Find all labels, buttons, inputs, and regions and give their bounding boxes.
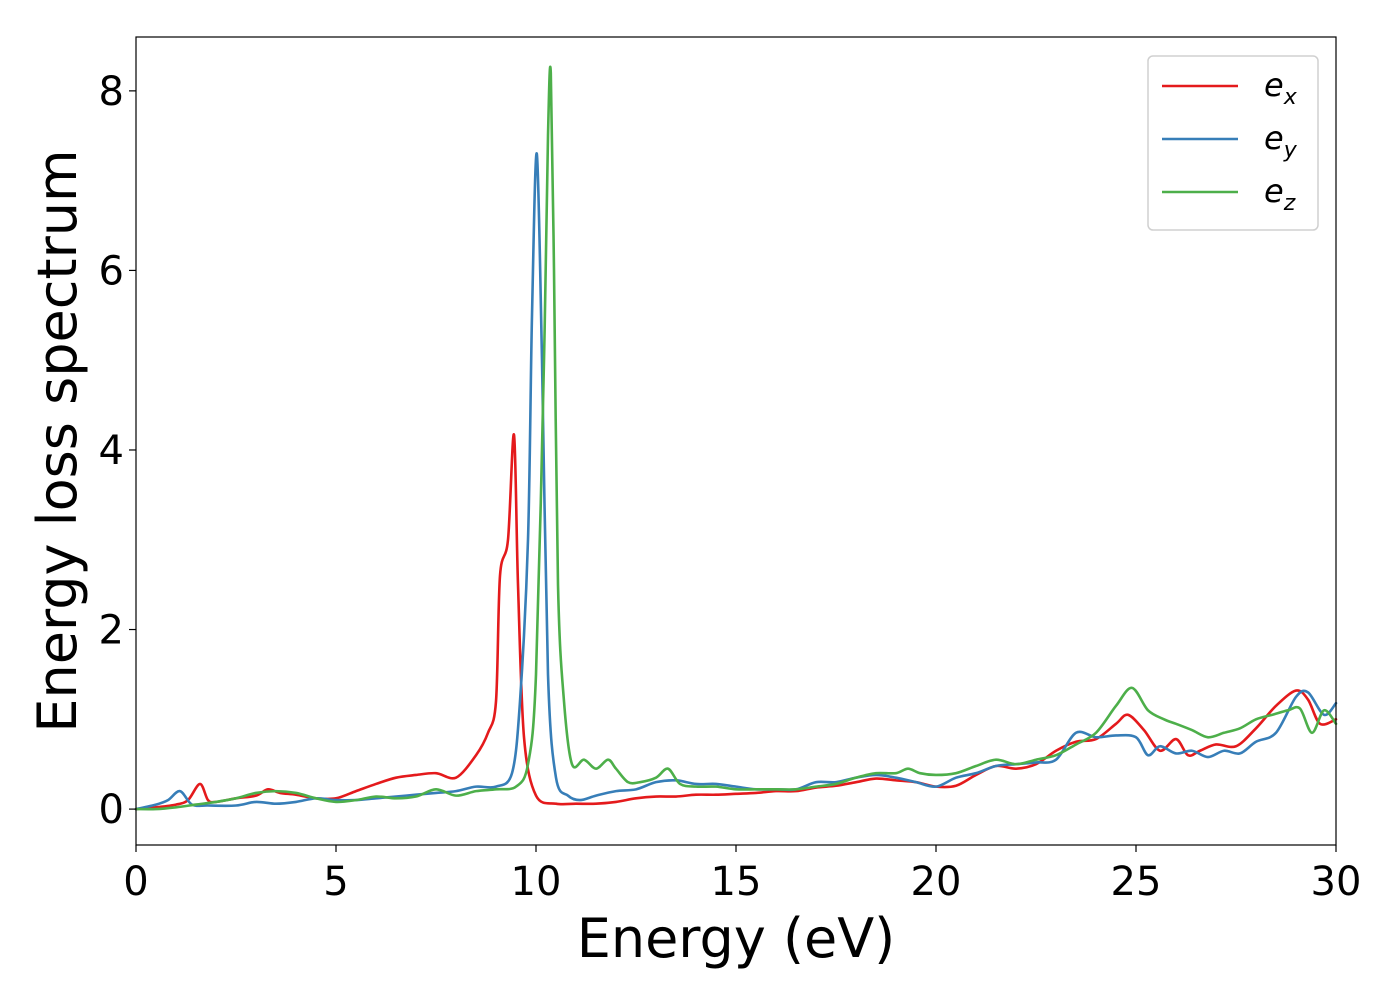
series-line-x [134,433,1338,811]
x-tick-label: 25 [1111,859,1162,905]
x-tick-label: 0 [123,859,148,905]
y-axis-title: Energy loss spectrum [26,149,89,732]
y-tick-label: 0 [99,787,124,833]
legend: ex ey ez [1147,55,1319,231]
legend-label-y: ey [1264,119,1298,163]
legend-label-z: ez [1264,172,1296,216]
legend-items: ex ey ez [1162,66,1298,216]
y-tick-label: 8 [99,69,124,115]
series-layer [134,65,1338,811]
x-tick-label: 20 [911,859,962,905]
legend-label-x: ex [1264,66,1298,110]
series-line-y [134,152,1338,811]
y-axis: 0 2 4 6 8 [99,69,136,833]
x-tick-label: 15 [711,859,762,905]
x-tick-label: 30 [1311,859,1362,905]
y-tick-label: 6 [99,248,124,294]
x-axis: 0 5 10 15 20 25 30 [123,845,1361,905]
x-tick-label: 10 [511,859,562,905]
x-axis-title: Energy (eV) [577,907,896,970]
legend-box [1147,55,1319,231]
y-tick-label: 4 [99,428,124,474]
y-tick-label: 2 [99,608,124,654]
x-tick-label: 5 [323,859,348,905]
series-line-z [134,65,1338,811]
